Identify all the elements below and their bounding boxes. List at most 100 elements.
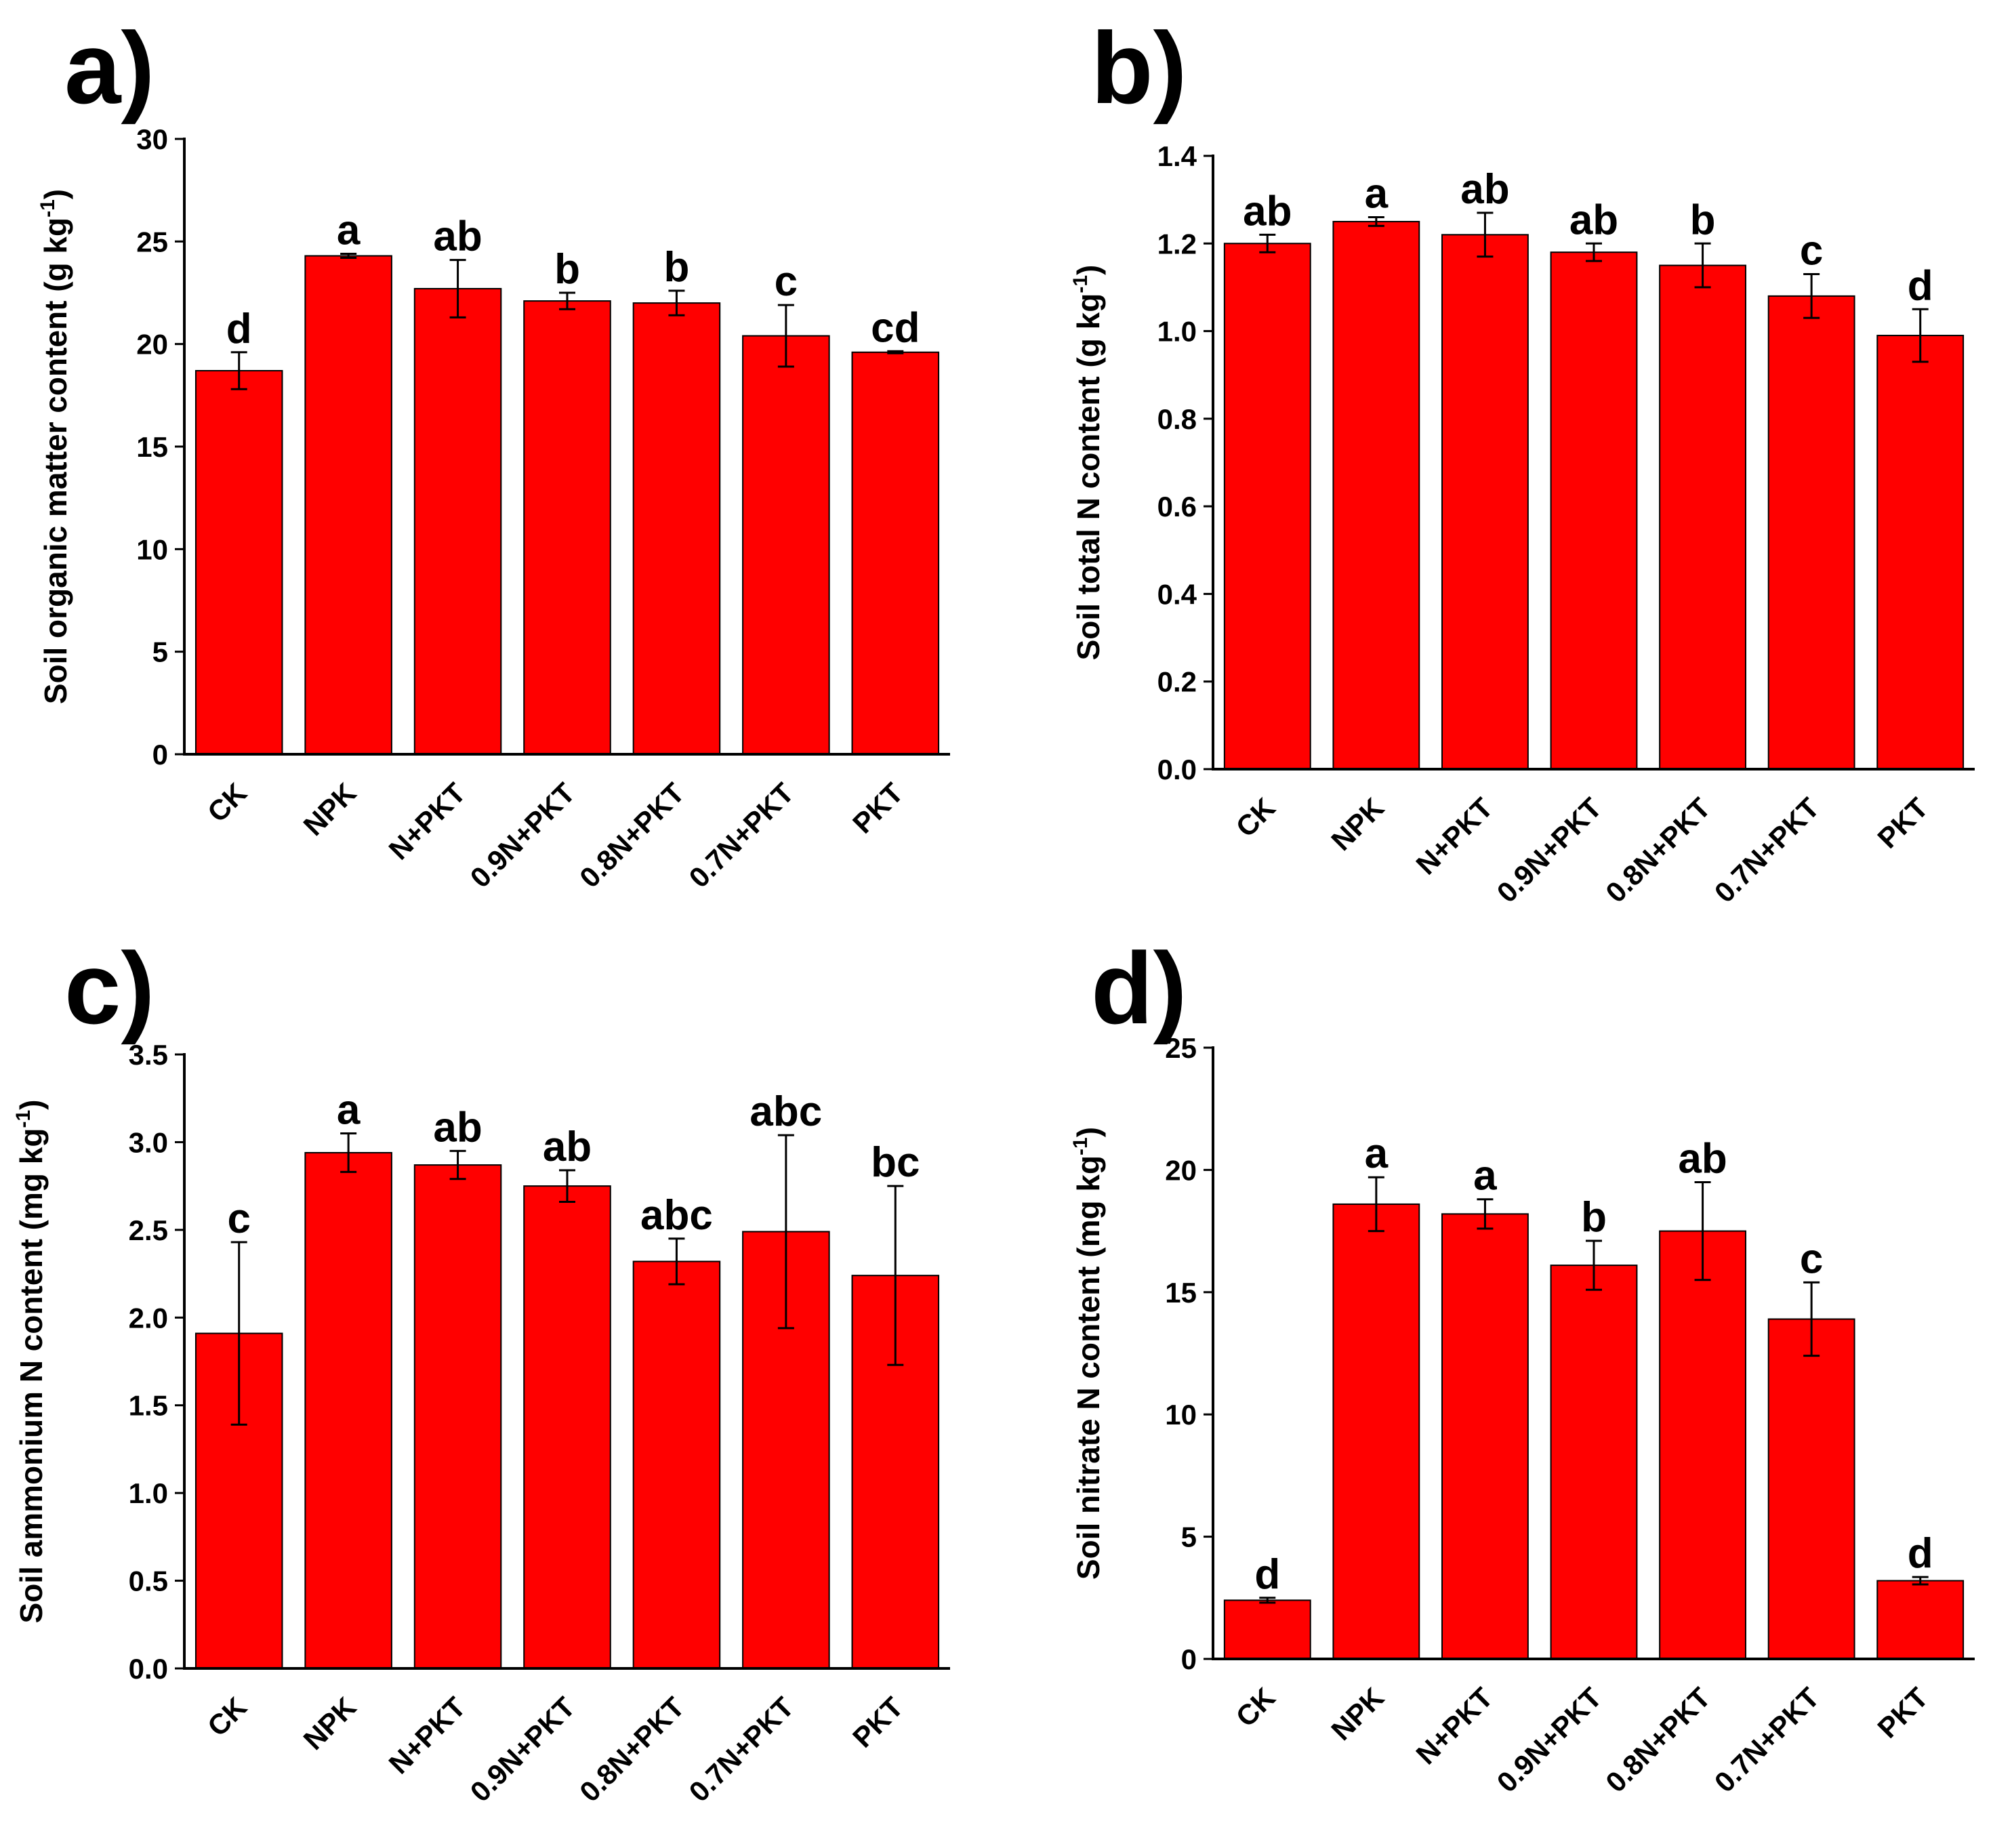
category-label: N+PKT <box>1410 1681 1499 1771</box>
category-label: NPK <box>1325 1681 1390 1746</box>
category-label: PKT <box>846 1691 909 1754</box>
significance-label: c <box>1800 228 1823 274</box>
y-tick-label: 0.6 <box>1157 491 1197 522</box>
significance-label: d <box>1254 1551 1280 1598</box>
error-bar <box>1368 1176 1384 1233</box>
significance-label: bc <box>871 1139 920 1186</box>
category-label: 0.8N+PKT <box>1599 792 1717 909</box>
y-tick-label: 15 <box>1165 1277 1197 1309</box>
category-label: CK <box>201 777 253 828</box>
significance-label: ab <box>433 1104 482 1151</box>
y-tick-label: 0.5 <box>129 1565 168 1597</box>
significance-label: d <box>1908 262 1933 309</box>
y-tick-label: 5 <box>152 636 168 668</box>
error-bar <box>777 304 794 368</box>
error-bar <box>777 1134 794 1330</box>
category-label: 0.9N+PKT <box>1491 792 1608 909</box>
bar <box>413 287 502 755</box>
y-tick-label: 1.2 <box>1157 228 1197 260</box>
bar <box>1876 1580 1965 1660</box>
y-tick-label: 5 <box>1181 1521 1197 1553</box>
category-label: NPK <box>1325 792 1390 857</box>
bar <box>632 302 721 755</box>
error-bar <box>230 1241 247 1426</box>
panel-a: a) d CK a NPK ab N+PKT b 0.9N+PKT b 0.8N+PKT c 0.7N+… <box>37 11 950 894</box>
significance-label: b <box>1581 1194 1607 1241</box>
y-axis-title: Soil total N content (g kg-1) <box>1069 265 1106 661</box>
significance-label: b <box>663 244 689 291</box>
bar <box>413 1164 502 1669</box>
category-label: 0.7N+PKT <box>1708 792 1826 909</box>
y-tick-label: 0.0 <box>129 1653 168 1685</box>
significance-label: abc <box>640 1192 713 1239</box>
significance-label: b <box>1690 197 1716 243</box>
panel-letter: a) <box>64 11 155 125</box>
bar <box>1876 335 1965 770</box>
y-tick-label: 10 <box>136 533 168 565</box>
error-bar <box>887 350 904 354</box>
error-bar <box>1586 1239 1602 1291</box>
error-bar <box>1694 242 1711 289</box>
category-label: N+PKT <box>1410 792 1499 881</box>
y-tick-label: 1.0 <box>1157 316 1197 348</box>
panel-letter: d) <box>1091 931 1187 1045</box>
category-label: 0.8N+PKT <box>573 1691 691 1808</box>
error-bar <box>1259 1597 1276 1604</box>
bar <box>1659 1230 1746 1660</box>
error-bar <box>340 252 357 260</box>
y-tick-label: 0.4 <box>1157 578 1197 610</box>
error-bar <box>668 289 685 316</box>
panel-b: b) ab CK a NPK ab N+PKT ab 0.9N+PKT b 0.8N+PKT c 0.7… <box>1069 11 1975 909</box>
error-bar <box>1477 1198 1494 1230</box>
error-bar <box>668 1237 685 1286</box>
bar <box>1441 1213 1529 1660</box>
significance-label: ab <box>1678 1135 1727 1182</box>
significance-label: c <box>227 1195 250 1242</box>
y-tick-label: 0.2 <box>1157 666 1197 698</box>
y-tick-label: 0.8 <box>1157 403 1197 435</box>
bar <box>1767 1318 1855 1660</box>
error-bar <box>1368 216 1384 227</box>
error-bar <box>1912 308 1929 363</box>
y-tick-label: 2.0 <box>129 1302 168 1334</box>
y-tick-label: 0 <box>152 739 168 771</box>
y-tick-label: 1.4 <box>1157 140 1197 172</box>
error-bar <box>1694 1180 1711 1281</box>
category-label: PKT <box>1871 1681 1934 1744</box>
significance-label: a <box>337 207 361 253</box>
y-tick-label: 15 <box>136 431 168 463</box>
category-label: 0.9N+PKT <box>1491 1681 1608 1799</box>
bar <box>1441 234 1529 771</box>
bar <box>1332 220 1420 770</box>
significance-label: ab <box>1243 188 1292 234</box>
significance-label: c <box>1800 1235 1823 1282</box>
error-bar <box>1803 1281 1820 1357</box>
significance-label: cd <box>871 304 920 351</box>
error-bar <box>449 259 466 319</box>
y-tick-label: 1.0 <box>129 1477 168 1509</box>
significance-label: ab <box>1569 197 1618 243</box>
category-label: CK <box>1230 1681 1281 1733</box>
category-label: 0.8N+PKT <box>573 777 691 894</box>
category-label: NPK <box>297 1691 363 1756</box>
significance-label: abc <box>749 1088 822 1135</box>
error-bar <box>1477 211 1494 258</box>
error-bar <box>1586 242 1602 262</box>
y-tick-label: 0.0 <box>1157 754 1197 785</box>
category-label: 0.9N+PKT <box>464 1691 581 1808</box>
error-bar <box>1259 233 1276 253</box>
y-axis-title: Soil ammonium N content (mg kg-1) <box>12 1100 49 1624</box>
significance-label: c <box>775 258 798 305</box>
bar <box>304 1151 392 1669</box>
panel-letter: c) <box>64 931 155 1045</box>
panel-d: d) d CK a NPK a N+PKT b 0.9N+PKT ab 0.8N+PKT c 0.7N+… <box>1069 931 1975 1799</box>
panel-letter: b) <box>1091 11 1187 125</box>
bar <box>1223 1599 1311 1660</box>
bar <box>194 370 283 755</box>
bar <box>1550 1265 1638 1660</box>
category-label: 0.7N+PKT <box>683 1691 800 1808</box>
significance-label: a <box>1473 1153 1497 1199</box>
category-label: 0.7N+PKT <box>683 777 800 894</box>
y-tick-label: 3.0 <box>129 1126 168 1158</box>
